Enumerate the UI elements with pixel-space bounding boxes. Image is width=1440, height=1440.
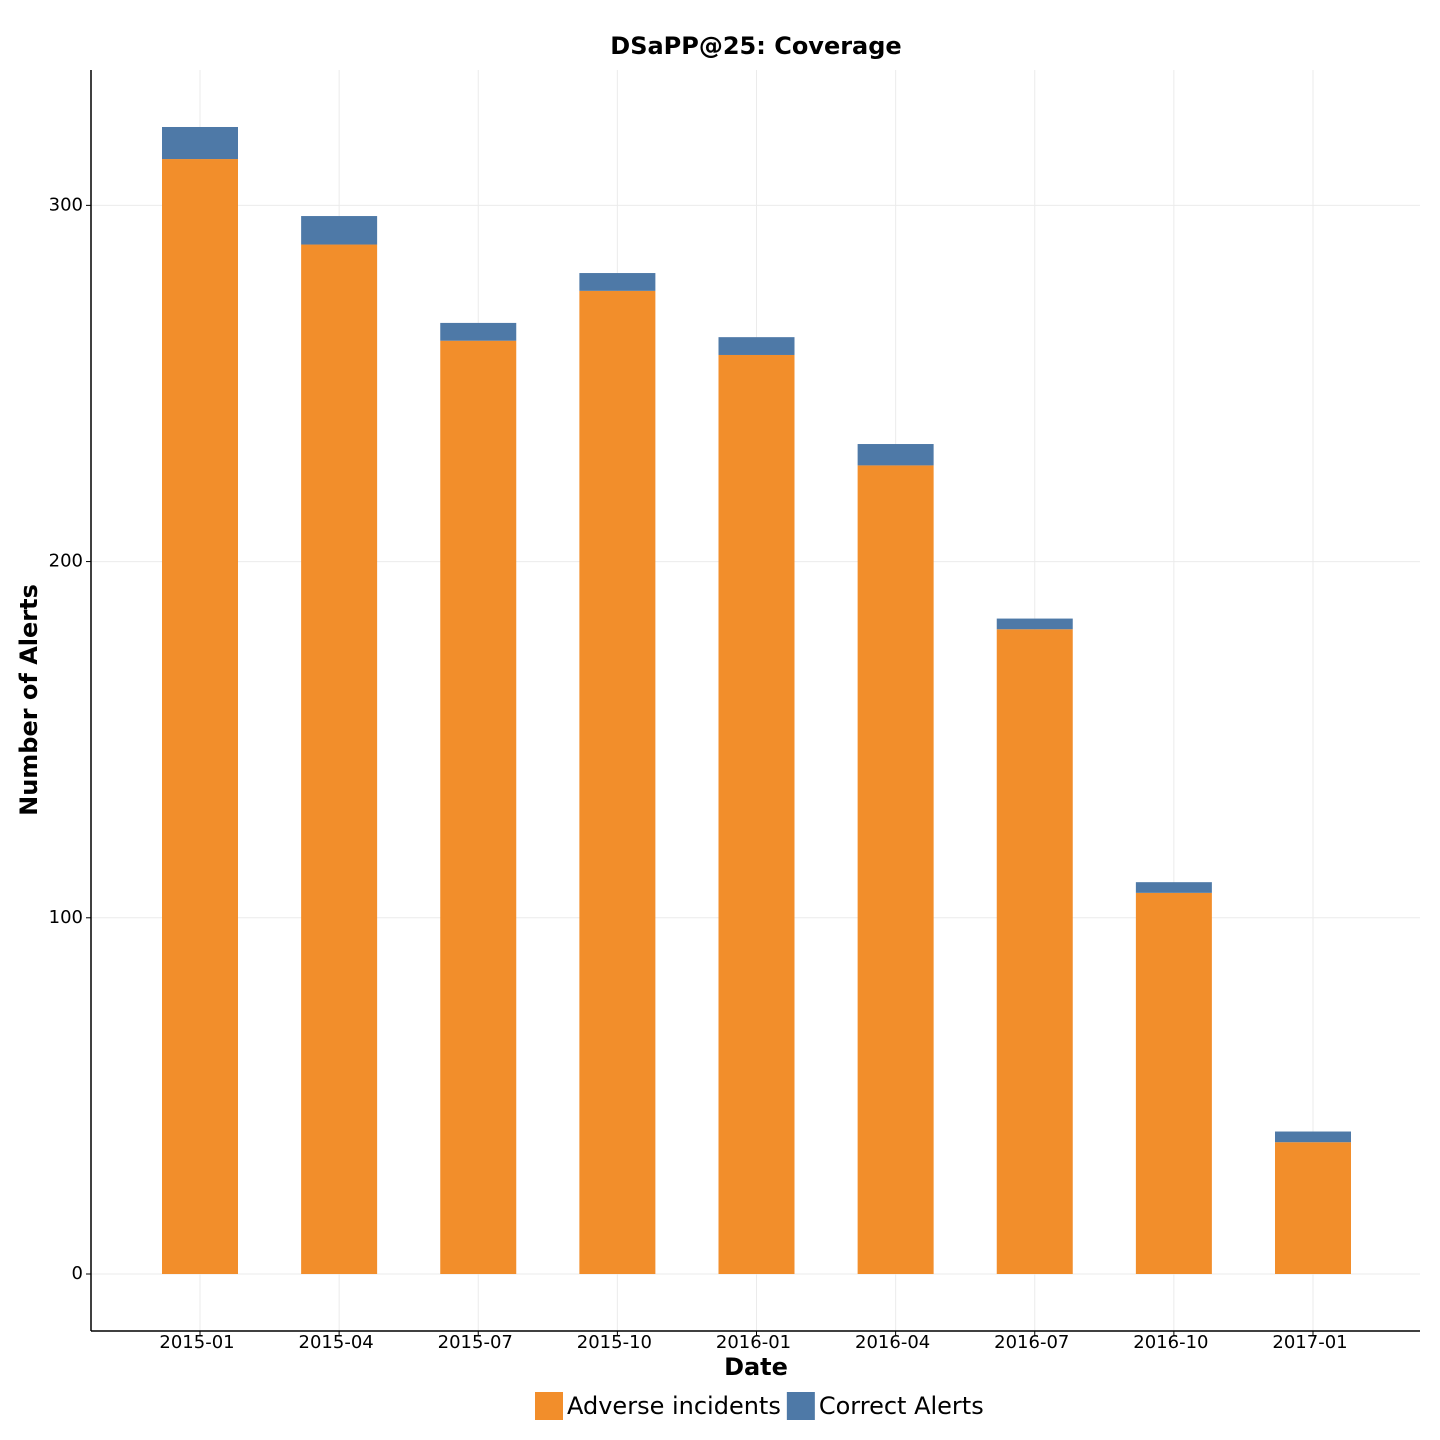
bar-segment (1275, 1142, 1351, 1275)
x-tick-label: 2015-01 (159, 1332, 234, 1353)
bar-segment (162, 126, 238, 160)
legend-swatch (535, 1392, 563, 1420)
bars (162, 126, 1351, 1275)
bar-segment (162, 159, 238, 1275)
bar-segment (718, 354, 795, 1275)
legend-swatch (786, 1392, 815, 1420)
bar-segment (440, 340, 517, 1275)
y-axis-label: Number of Alerts (15, 584, 43, 816)
bar-segment (301, 244, 378, 1275)
bar-segment (579, 290, 656, 1275)
bar-segment (857, 465, 934, 1275)
bar-segment (1135, 882, 1212, 893)
x-tick-label: 2016-04 (855, 1332, 930, 1353)
y-tick-label: 0 (72, 1263, 83, 1284)
bar-segment (1275, 1131, 1351, 1143)
bar-segment (440, 322, 517, 341)
x-tick-label: 2016-10 (1133, 1332, 1208, 1353)
bar-segment (857, 444, 934, 466)
y-tick-label: 300 (49, 194, 83, 215)
bar-segment (1135, 892, 1212, 1275)
bar-segment (996, 629, 1073, 1275)
y-tick-label: 200 (49, 551, 83, 572)
bar-segment (996, 618, 1073, 630)
x-tick-label: 2015-07 (438, 1332, 513, 1353)
x-tick-label: 2015-10 (577, 1332, 652, 1353)
chart-title: DSaPP@25: Coverage (610, 32, 901, 60)
bar-segment (301, 216, 378, 245)
x-axis-label: Date (724, 1353, 788, 1381)
x-tick-label: 2016-07 (994, 1332, 1069, 1353)
legend-label: Adverse incidents (567, 1392, 781, 1420)
x-tick-label: 2017-01 (1272, 1332, 1347, 1353)
y-tick-label: 100 (49, 907, 83, 928)
x-tick-label: 2015-04 (299, 1332, 374, 1353)
legend-label: Correct Alerts (819, 1392, 984, 1420)
bar-segment (718, 337, 795, 355)
bar-segment (579, 273, 656, 291)
x-tick-label: 2016-01 (716, 1332, 791, 1353)
legend: Adverse incidents Correct Alerts (535, 1392, 984, 1420)
